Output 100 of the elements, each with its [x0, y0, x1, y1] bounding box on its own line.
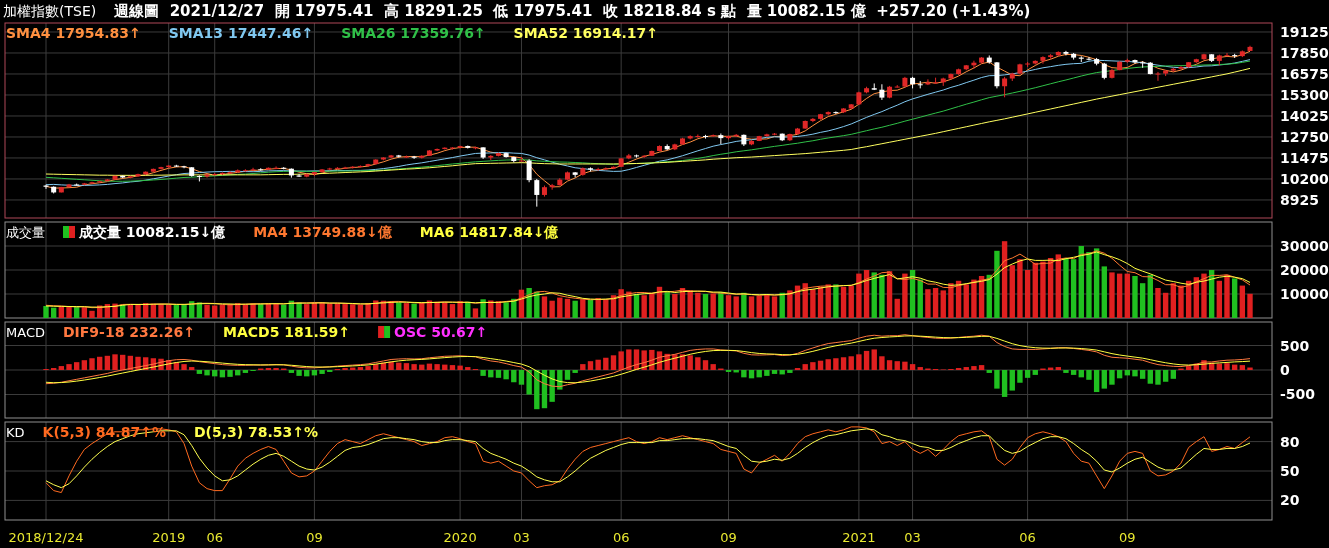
- bar: [1139, 283, 1146, 318]
- bar: [1055, 254, 1061, 318]
- y-tick-label: 11475: [1280, 149, 1329, 166]
- text: SMA13 17447.46↑: [168, 25, 314, 41]
- bar: [948, 283, 954, 318]
- y-tick-label: 8925: [1280, 191, 1319, 208]
- bar: [672, 294, 678, 318]
- bar: [81, 360, 88, 370]
- bar: [189, 367, 195, 370]
- bar: [756, 295, 762, 318]
- text: SMA52 16914.17↑: [513, 25, 659, 41]
- bar: [909, 364, 916, 370]
- x-tick-label: 06: [206, 530, 223, 545]
- bar: [1239, 285, 1246, 318]
- bar: [840, 286, 847, 318]
- y-tick-label: 20000: [1280, 262, 1329, 278]
- bar: [488, 370, 494, 378]
- bar: [112, 354, 118, 370]
- bar: [449, 304, 456, 318]
- bar: [480, 299, 486, 318]
- bar: [557, 297, 563, 318]
- bar: [89, 358, 95, 370]
- bar: [526, 288, 532, 318]
- bar: [1001, 241, 1008, 318]
- bar: [603, 299, 609, 318]
- bar: [741, 292, 747, 318]
- bar: [1109, 370, 1115, 385]
- bar: [1231, 278, 1238, 318]
- bar: [978, 365, 985, 370]
- bar: [396, 362, 402, 370]
- bar: [388, 301, 394, 318]
- bar: [327, 303, 333, 318]
- bar: [748, 296, 755, 318]
- bar: [787, 290, 793, 318]
- bar: [81, 307, 88, 318]
- bar: [894, 361, 900, 370]
- bar: [73, 362, 80, 370]
- bar: [1132, 370, 1138, 377]
- bar: [702, 294, 709, 318]
- bar: [1032, 370, 1038, 375]
- bar: [166, 304, 172, 318]
- bar: [1032, 262, 1038, 318]
- text: MA6 14817.84↓億: [419, 224, 560, 240]
- bar: [503, 370, 509, 380]
- bar: [710, 293, 716, 318]
- bar: [66, 306, 72, 318]
- bar: [817, 360, 824, 370]
- x-tick-label: 09: [720, 530, 737, 545]
- bar: [1009, 370, 1015, 391]
- bar: [1055, 367, 1061, 370]
- bar: [833, 358, 839, 370]
- bar: [319, 370, 325, 374]
- bar: [1078, 246, 1084, 318]
- bar: [426, 300, 433, 318]
- y-tick-label: 50: [1280, 463, 1300, 479]
- series-label: DIF9-18 232.26↑: [62, 324, 196, 340]
- bar: [97, 356, 103, 370]
- bar: [917, 367, 923, 370]
- bar: [595, 359, 601, 370]
- bar: [649, 292, 655, 318]
- bar: [932, 288, 939, 318]
- bar: [963, 284, 969, 318]
- bar: [1224, 274, 1230, 318]
- bar: [1239, 365, 1246, 370]
- bar: [1247, 293, 1253, 318]
- bar: [1070, 370, 1077, 375]
- bar: [403, 363, 410, 370]
- bar: [702, 360, 709, 370]
- bar: [181, 304, 187, 318]
- bar: [1162, 370, 1169, 382]
- bar: [411, 364, 417, 370]
- bar: [587, 361, 594, 370]
- y-tick-label: 10200: [1280, 170, 1329, 187]
- bar: [465, 367, 471, 370]
- bar: [196, 370, 203, 374]
- bar: [480, 370, 486, 376]
- bar: [1201, 273, 1207, 318]
- bar: [810, 362, 816, 370]
- bar: [1086, 252, 1092, 318]
- bar: [365, 366, 371, 370]
- y-tick-label: 19125: [1280, 23, 1329, 40]
- bar: [756, 370, 762, 378]
- bar: [457, 365, 463, 370]
- y-tick-label: 30000: [1280, 238, 1329, 254]
- bar: [1063, 258, 1069, 318]
- x-tick-label: 2019: [152, 530, 186, 545]
- bar: [541, 296, 548, 318]
- bar: [833, 284, 839, 318]
- bar: [488, 300, 494, 318]
- x-tick-label: 03: [904, 530, 921, 545]
- bar: [1017, 370, 1023, 383]
- bar: [925, 289, 931, 318]
- bar: [250, 303, 256, 318]
- bar: [725, 295, 732, 318]
- y-tick-label: 17850: [1280, 44, 1329, 61]
- x-tick-label: 2020: [443, 530, 477, 545]
- bar: [564, 298, 571, 318]
- bar: [741, 370, 747, 378]
- bar: [971, 279, 977, 318]
- bar: [1001, 370, 1008, 397]
